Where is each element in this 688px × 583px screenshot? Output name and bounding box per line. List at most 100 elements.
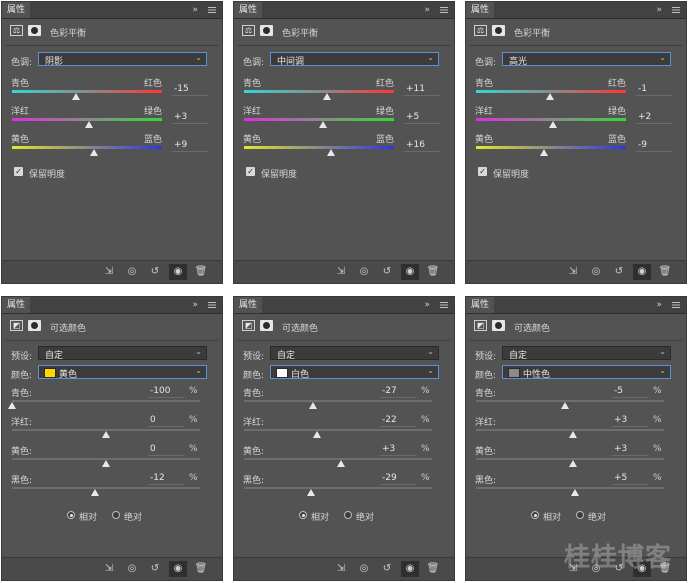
slider-thumb[interactable] [323,93,332,100]
slider-track[interactable] [476,487,664,489]
slider-track[interactable] [12,400,200,402]
collapse-button[interactable]: » [656,300,662,310]
slider-value-field[interactable]: +9 [172,140,208,152]
panel-menu-icon[interactable] [208,302,216,308]
slider-thumb[interactable] [306,489,315,496]
preset-dropdown[interactable]: 自定 ⌄ [270,346,439,361]
collapse-button[interactable]: » [656,5,662,15]
slider-track[interactable] [12,458,200,460]
reset-icon[interactable]: ↺ [614,266,624,277]
slider-track[interactable] [476,400,664,402]
view-previous-icon[interactable]: ◎ [591,266,601,277]
preserve-luminosity-checkbox[interactable]: ✓ [246,167,255,176]
slider-thumb[interactable] [89,149,98,156]
slider-value-field[interactable]: -27 [380,386,416,398]
color-slider-track[interactable] [12,146,162,149]
slider-thumb[interactable] [308,402,317,409]
slider-value-field[interactable]: +3 [612,415,648,427]
color-slider-track[interactable] [244,118,394,121]
preserve-luminosity-checkbox[interactable]: ✓ [478,167,487,176]
tone-dropdown[interactable]: 中间调 ⌄ [270,52,439,67]
slider-track[interactable] [12,487,200,489]
panel-menu-icon[interactable] [672,302,680,308]
slider-thumb[interactable] [568,460,577,467]
visibility-eye-icon[interactable]: ◉ [169,561,187,577]
slider-value-field[interactable]: +11 [404,84,440,96]
relative-radio[interactable] [531,511,539,519]
view-previous-icon[interactable]: ◎ [127,563,137,574]
slider-value-field[interactable]: +3 [612,444,648,456]
slider-thumb[interactable] [561,402,570,409]
view-previous-icon[interactable]: ◎ [127,266,137,277]
slider-thumb[interactable] [568,431,577,438]
reset-icon[interactable]: ↺ [614,563,624,574]
reset-icon[interactable]: ↺ [382,266,392,277]
relative-radio[interactable] [299,511,307,519]
slider-value-field[interactable]: +5 [404,112,440,124]
slider-track[interactable] [476,458,664,460]
slider-thumb[interactable] [85,121,94,128]
layer-mask-icon[interactable] [28,25,41,36]
panel-menu-icon[interactable] [672,7,680,13]
slider-thumb[interactable] [336,460,345,467]
tone-dropdown[interactable]: 高光 ⌄ [502,52,671,67]
slider-track[interactable] [12,429,200,431]
reset-icon[interactable]: ↺ [382,563,392,574]
layer-mask-icon[interactable] [28,320,41,331]
slider-thumb[interactable] [102,460,110,467]
trash-icon[interactable]: 🗑 [426,266,440,277]
panel-menu-icon[interactable] [440,7,448,13]
absolute-radio[interactable] [576,511,584,519]
trash-icon[interactable]: 🗑 [426,563,440,574]
properties-tab[interactable]: 属性 [2,2,31,18]
view-previous-icon[interactable]: ◎ [359,563,369,574]
properties-tab[interactable]: 属性 [234,297,263,313]
slider-track[interactable] [244,487,432,489]
slider-thumb[interactable] [548,121,557,128]
color-slider-track[interactable] [244,146,394,149]
properties-tab[interactable]: 属性 [466,2,495,18]
tone-dropdown[interactable]: 阴影 ⌄ [38,52,207,67]
slider-thumb[interactable] [540,149,549,156]
slider-value-field[interactable]: -29 [380,473,416,485]
color-slider-track[interactable] [476,90,626,93]
slider-thumb[interactable] [71,93,80,100]
color-slider-track[interactable] [476,146,626,149]
clip-to-layer-icon[interactable]: ⇲ [568,266,578,277]
slider-thumb[interactable] [313,431,322,438]
view-previous-icon[interactable]: ◎ [591,563,601,574]
collapse-button[interactable]: » [192,300,198,310]
slider-value-field[interactable]: -15 [172,84,208,96]
color-slider-track[interactable] [12,118,162,121]
slider-thumb[interactable] [546,93,555,100]
trash-icon[interactable]: 🗑 [658,563,672,574]
slider-thumb[interactable] [570,489,579,496]
layer-mask-icon[interactable] [492,320,505,331]
slider-value-field[interactable]: 0 [148,415,184,427]
visibility-eye-icon[interactable]: ◉ [169,264,187,280]
clip-to-layer-icon[interactable]: ⇲ [336,563,346,574]
slider-track[interactable] [244,400,432,402]
panel-menu-icon[interactable] [208,7,216,13]
slider-value-field[interactable]: +2 [636,112,672,124]
slider-value-field[interactable]: +3 [380,444,416,456]
reset-icon[interactable]: ↺ [150,266,160,277]
view-previous-icon[interactable]: ◎ [359,266,369,277]
trash-icon[interactable]: 🗑 [194,266,208,277]
slider-value-field[interactable]: -5 [612,386,648,398]
slider-track[interactable] [476,429,664,431]
slider-value-field[interactable]: +3 [172,112,208,124]
trash-icon[interactable]: 🗑 [194,563,208,574]
properties-tab[interactable]: 属性 [2,297,31,313]
slider-thumb[interactable] [102,431,110,438]
visibility-eye-icon[interactable]: ◉ [633,264,651,280]
slider-value-field[interactable]: -12 [148,473,184,485]
clip-to-layer-icon[interactable]: ⇲ [336,266,346,277]
slider-thumb[interactable] [327,149,335,156]
colors-dropdown[interactable]: 白色 ⌄ [270,365,439,380]
visibility-eye-icon[interactable]: ◉ [401,264,419,280]
slider-value-field[interactable]: 0 [148,444,184,456]
collapse-button[interactable]: » [192,5,198,15]
colors-dropdown[interactable]: 中性色 ⌄ [502,365,671,380]
panel-menu-icon[interactable] [440,302,448,308]
